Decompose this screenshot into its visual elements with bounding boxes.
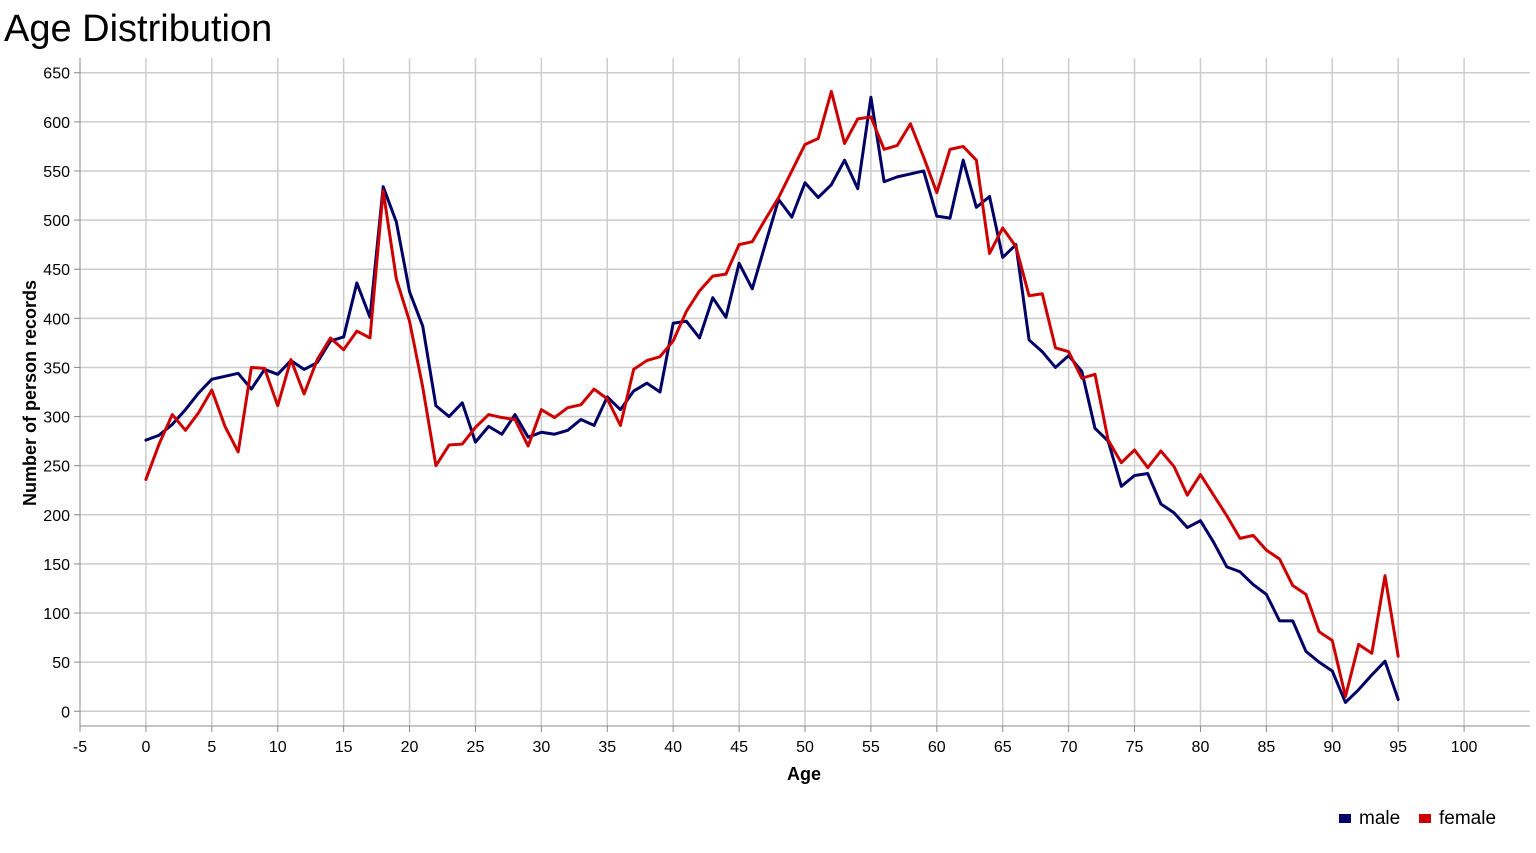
y-tick-label: 650 xyxy=(43,66,70,83)
y-tick-label: 100 xyxy=(43,606,70,623)
legend-label-male: male xyxy=(1359,808,1400,829)
x-tick-label: 60 xyxy=(928,739,946,756)
y-tick-label: 550 xyxy=(43,164,70,181)
y-tick-label: 300 xyxy=(43,410,70,427)
legend-swatch-male xyxy=(1339,814,1351,823)
legend: male female xyxy=(1339,808,1496,829)
chart-title: Age Distribution xyxy=(4,8,272,50)
series-line-female xyxy=(144,89,1400,699)
series-line-male xyxy=(144,95,1400,704)
y-axis-label: Number of person records xyxy=(20,280,40,506)
y-tick-label: 150 xyxy=(43,557,70,574)
y-tick-label: 50 xyxy=(52,655,70,672)
y-tick-label: 350 xyxy=(43,360,70,377)
y-tick-label: 0 xyxy=(61,704,70,721)
legend-swatch-female xyxy=(1419,814,1431,823)
y-tick-label: 450 xyxy=(43,262,70,279)
y-tick-label: 500 xyxy=(43,213,70,230)
x-tick-label: 5 xyxy=(207,739,216,756)
series-lines xyxy=(144,89,1400,704)
x-tick-label: 70 xyxy=(1060,739,1078,756)
x-tick-label: 15 xyxy=(335,739,353,756)
y-tick-label: 600 xyxy=(43,115,70,132)
x-tick-label: 35 xyxy=(598,739,616,756)
x-tick-label: 45 xyxy=(730,739,748,756)
x-tick-label: 100 xyxy=(1451,739,1478,756)
x-tick-label: 55 xyxy=(862,739,880,756)
y-tick-label: 200 xyxy=(43,508,70,525)
x-axis-label: Age xyxy=(787,764,821,784)
legend-label-female: female xyxy=(1439,808,1496,829)
axes xyxy=(74,58,1530,732)
x-tick-label: -5 xyxy=(73,739,87,756)
tick-labels: -5 0 5 10 15 20 25 30 35 40 45 50 55 60 65 70 75 80 85 90 95… xyxy=(43,66,1477,756)
x-tick-label: 75 xyxy=(1126,739,1144,756)
x-tick-label: 95 xyxy=(1389,739,1407,756)
y-tick-label: 250 xyxy=(43,459,70,476)
y-tick-label: 400 xyxy=(43,311,70,328)
x-tick-label: 50 xyxy=(796,739,814,756)
x-tick-label: 80 xyxy=(1192,739,1210,756)
x-tick-label: 20 xyxy=(401,739,419,756)
x-tick-label: 90 xyxy=(1323,739,1341,756)
x-tick-label: 25 xyxy=(467,739,485,756)
x-tick-label: 85 xyxy=(1257,739,1275,756)
x-tick-label: 30 xyxy=(532,739,550,756)
x-tick-label: 40 xyxy=(664,739,682,756)
grid xyxy=(80,58,1530,726)
x-tick-label: 10 xyxy=(269,739,287,756)
x-tick-label: 65 xyxy=(994,739,1012,756)
x-tick-label: 0 xyxy=(141,739,150,756)
